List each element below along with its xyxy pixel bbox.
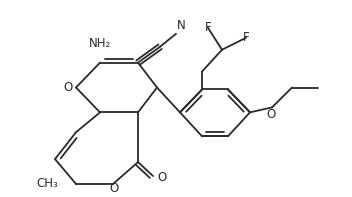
Text: O: O (63, 81, 73, 94)
Text: N: N (177, 19, 186, 32)
Text: F: F (243, 31, 249, 44)
Text: O: O (109, 182, 119, 195)
Text: O: O (266, 108, 276, 121)
Text: F: F (205, 21, 211, 34)
Text: NH₂: NH₂ (89, 37, 111, 50)
Text: CH₃: CH₃ (36, 177, 58, 190)
Text: O: O (157, 172, 166, 185)
